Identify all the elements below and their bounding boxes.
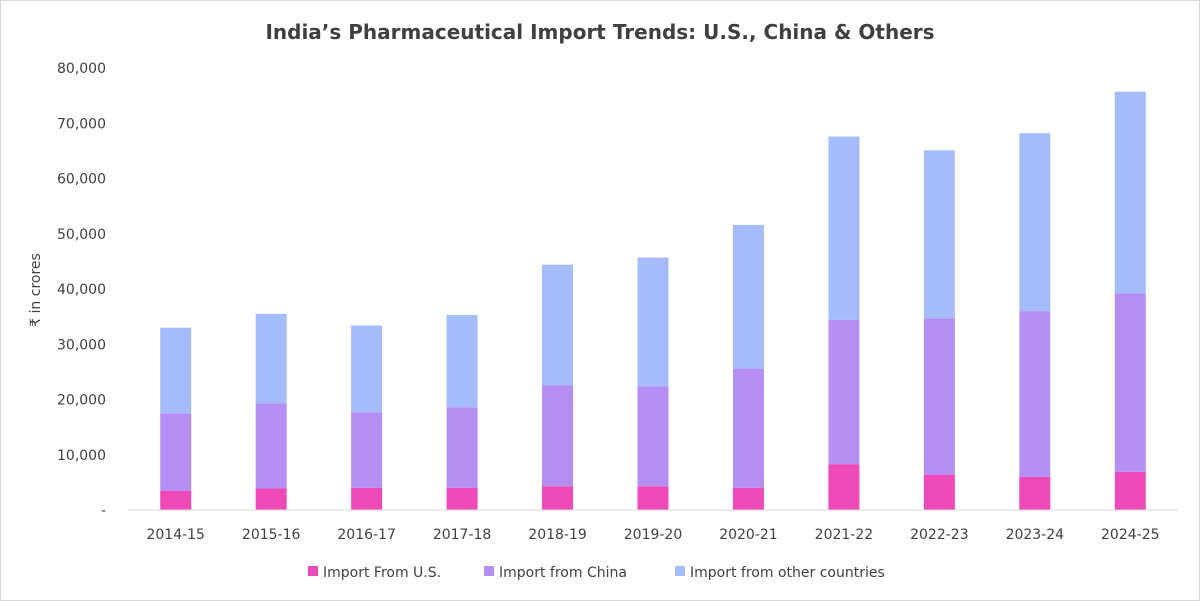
x-tick-label: 2018-19 — [528, 527, 587, 543]
x-tick-label: 2020-21 — [719, 527, 778, 543]
bar-segment — [542, 385, 574, 487]
x-tick-label: 2016-17 — [337, 527, 396, 543]
x-tick-label: 2024-25 — [1101, 527, 1160, 543]
bar-segment — [542, 486, 574, 510]
y-tick-label: 30,000 — [57, 337, 106, 353]
legend-label: Import From U.S. — [323, 565, 441, 581]
legend-label: Import from other countries — [690, 565, 885, 581]
legend: Import From U.S. Import from China Import … — [308, 565, 885, 581]
x-axis-ticks: 2014-15 2015-16 2016-17 2017-18 2018-19 2019-… — [146, 527, 1159, 543]
bar-segment — [1114, 471, 1146, 510]
bar-segment — [923, 474, 955, 510]
y-tick-label: 20,000 — [57, 393, 106, 409]
legend-swatch — [675, 566, 685, 576]
x-tick-label: 2015-16 — [242, 527, 301, 543]
bar-segment — [255, 488, 287, 510]
y-axis-ticks: - 10,000 20,000 30,000 40,000 50,000 60,000 70,… — [57, 61, 106, 519]
bar-segment — [446, 314, 478, 408]
legend-swatch — [484, 566, 494, 576]
bar-segment — [1019, 133, 1051, 312]
y-axis-label: ₹ in crores — [28, 253, 44, 327]
bar-segment — [637, 386, 669, 487]
x-tick-label: 2021-22 — [815, 527, 874, 543]
bar-segment — [1114, 293, 1146, 472]
bar-segment — [351, 325, 383, 413]
y-tick-label: 50,000 — [57, 227, 106, 243]
x-tick-label: 2023-24 — [1006, 527, 1065, 543]
bar-segment — [160, 413, 192, 491]
bar-segment — [923, 150, 955, 319]
bar-segment — [446, 407, 478, 488]
bar-segment — [732, 224, 764, 369]
y-tick-label: - — [101, 503, 106, 519]
bar-segment — [160, 490, 192, 510]
bar-segment — [732, 487, 764, 510]
bar-segment — [351, 412, 383, 488]
bar-segment — [828, 136, 860, 320]
chart-title: India’s Pharmaceutical Import Trends: U.… — [265, 20, 934, 44]
bar-segment — [446, 487, 478, 510]
x-tick-label: 2022-23 — [910, 527, 969, 543]
bar-segment — [255, 403, 287, 489]
bar-segment — [1019, 476, 1051, 510]
legend-swatch — [308, 566, 318, 576]
bar-segment — [923, 318, 955, 475]
bar-segment — [637, 257, 669, 387]
bar-segment — [1114, 91, 1146, 294]
y-tick-label: 70,000 — [57, 116, 106, 132]
bar-segment — [351, 487, 383, 510]
y-tick-label: 10,000 — [57, 448, 106, 464]
bar-segment — [160, 327, 192, 414]
legend-label: Import from China — [499, 565, 627, 581]
y-tick-label: 40,000 — [57, 282, 106, 298]
x-tick-label: 2014-15 — [146, 527, 205, 543]
y-tick-label: 80,000 — [57, 61, 106, 77]
bar-segment — [828, 464, 860, 510]
y-tick-label: 60,000 — [57, 172, 106, 188]
bar-segment — [542, 264, 574, 386]
bar-segment — [732, 368, 764, 488]
bar-segment — [637, 486, 669, 510]
bar-segment — [828, 319, 860, 465]
bar-segment — [1019, 311, 1051, 477]
bar-segment — [255, 313, 287, 404]
bars — [160, 91, 1146, 510]
x-tick-label: 2017-18 — [433, 527, 492, 543]
x-tick-label: 2019-20 — [624, 527, 683, 543]
